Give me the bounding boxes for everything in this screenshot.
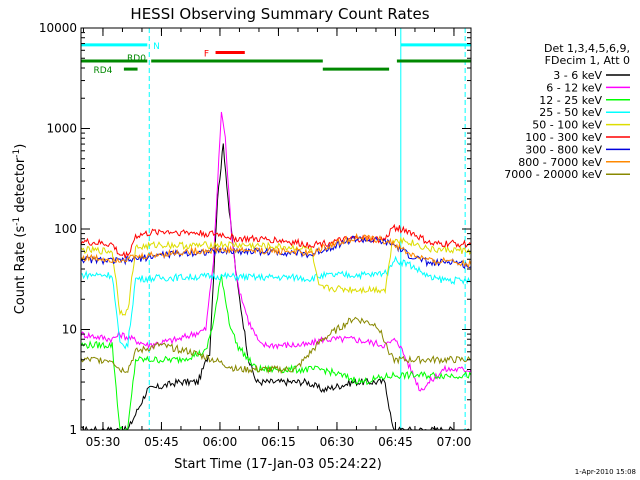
series-line bbox=[81, 236, 471, 316]
footer-date: 1-Apr-2010 15:08 bbox=[575, 468, 636, 476]
y-tick-label: 10000 bbox=[39, 21, 77, 35]
y-tick-label: 10 bbox=[62, 323, 77, 337]
y-tick-label: 1000 bbox=[46, 122, 77, 136]
y-axis-label: Count Rate (s-1 detector-1) bbox=[12, 144, 28, 315]
legend-entry-label: 6 - 12 keV bbox=[546, 81, 602, 94]
flag-bars: N F RD0 RD4 bbox=[81, 42, 471, 76]
series-line bbox=[81, 274, 471, 430]
x-tick-label: 06:00 bbox=[203, 435, 238, 449]
legend-entry-label: 100 - 300 keV bbox=[525, 131, 602, 144]
series-line bbox=[81, 316, 471, 374]
flag-bar-label: N bbox=[153, 42, 160, 52]
series-lines bbox=[81, 111, 471, 430]
legend-entry-label: 3 - 6 keV bbox=[553, 69, 602, 82]
series-line bbox=[81, 223, 471, 259]
legend-entry-label: 300 - 800 keV bbox=[525, 143, 602, 156]
series-line bbox=[81, 143, 471, 430]
legend-entry-label: 25 - 50 keV bbox=[539, 106, 602, 119]
flag-bar-label: RD4 bbox=[93, 66, 112, 76]
legend-header-2: FDecim 1, Att 0 bbox=[545, 54, 630, 67]
x-axis-ticks: 05:30 05:45 06:00 06:15 06:30 06:45 07:00 bbox=[82, 28, 472, 449]
flag-bar-label: RD0 bbox=[127, 54, 146, 64]
flag-bar-label: F bbox=[204, 50, 209, 60]
x-axis-label: Start Time (17-Jan-03 05:24:22) bbox=[174, 457, 382, 472]
legend: Det 1,3,4,5,6,9, FDecim 1, Att 0 3 - 6 k… bbox=[504, 42, 630, 181]
chart-title: HESSI Observing Summary Count Rates bbox=[130, 5, 429, 23]
legend-entry-label: 7000 - 20000 keV bbox=[504, 168, 602, 181]
x-tick-label: 06:30 bbox=[320, 435, 355, 449]
x-tick-label: 05:30 bbox=[86, 435, 121, 449]
legend-entry-label: 50 - 100 keV bbox=[532, 119, 602, 132]
y-axis-ticks: 1 10 100 1000 10000 bbox=[39, 21, 471, 437]
x-tick-label: 07:00 bbox=[437, 435, 472, 449]
series-line bbox=[81, 255, 471, 350]
x-tick-label: 05:45 bbox=[144, 435, 179, 449]
legend-entry-label: 12 - 25 keV bbox=[539, 94, 602, 107]
y-tick-label: 1 bbox=[69, 423, 77, 437]
x-tick-label: 06:15 bbox=[261, 435, 296, 449]
series-line bbox=[81, 232, 471, 269]
legend-entry-label: 800 - 7000 keV bbox=[518, 156, 602, 169]
x-tick-label: 06:45 bbox=[378, 435, 413, 449]
legend-header-1: Det 1,3,4,5,6,9, bbox=[544, 42, 630, 55]
y-tick-label: 100 bbox=[54, 222, 77, 236]
